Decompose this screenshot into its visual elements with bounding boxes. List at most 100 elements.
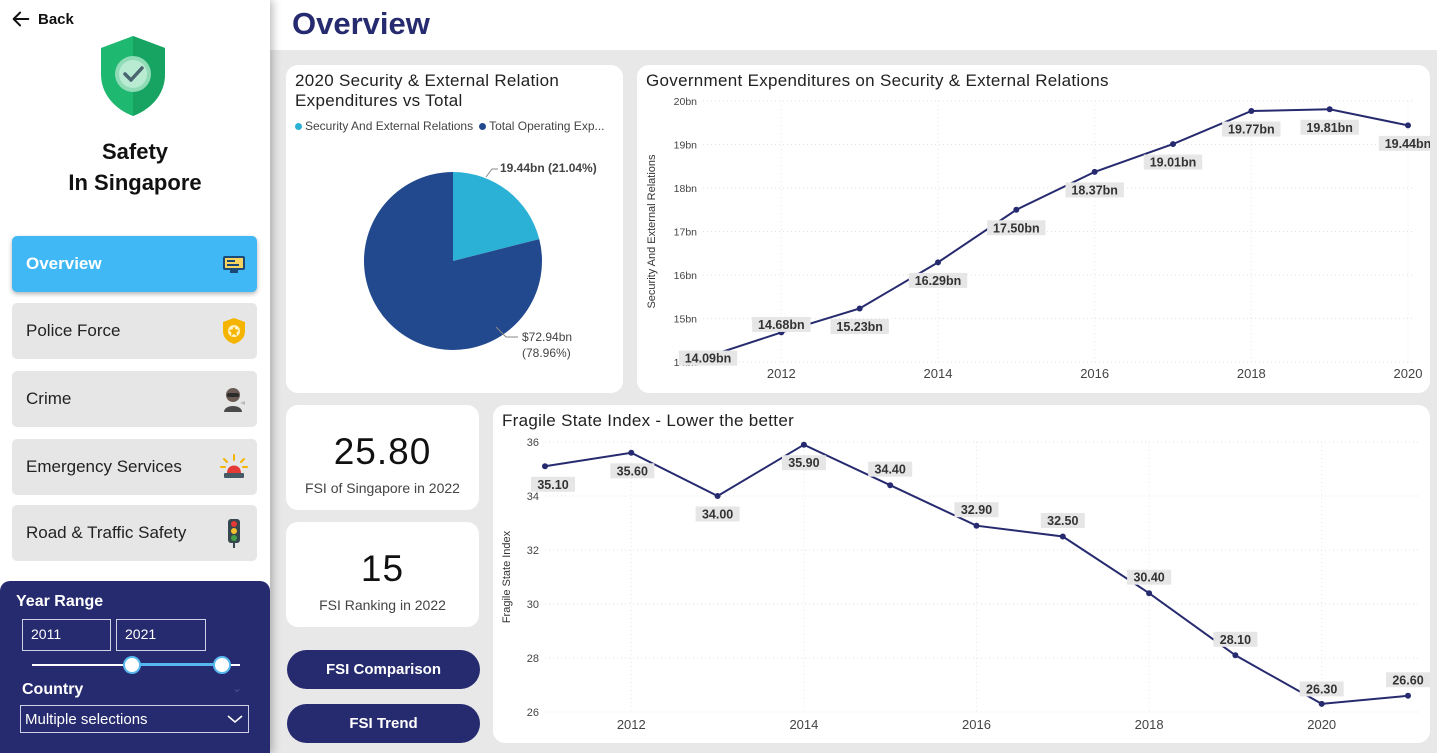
fsi-trend-button[interactable]: FSI Trend <box>287 704 480 743</box>
y-tick-label: 18bn <box>674 183 698 195</box>
data-label-bg <box>1065 182 1124 198</box>
data-label-bg <box>695 506 740 522</box>
data-label-bg <box>954 502 999 518</box>
chevron-down-icon <box>227 715 243 724</box>
data-point[interactable] <box>1059 533 1066 540</box>
x-tick-label: 2014 <box>789 717 818 732</box>
fsi-comparison-button[interactable]: FSI Comparison <box>287 650 480 689</box>
year-start-input[interactable]: 2011 <box>22 619 111 651</box>
y-tick-label: 32 <box>527 545 539 557</box>
data-label: 16.29bn <box>915 274 962 288</box>
data-label-bg <box>531 476 575 492</box>
sidebar: Back Safety In Singapore Overview Police… <box>0 0 270 753</box>
data-label: 14.09bn <box>685 352 732 366</box>
data-point[interactable] <box>800 441 807 448</box>
year-slider-start-thumb[interactable] <box>123 656 141 674</box>
x-tick-label: 2020 <box>1394 366 1423 381</box>
main-content: Overview 2020 Security & External Relati… <box>270 0 1437 753</box>
data-point[interactable] <box>714 493 721 499</box>
year-end-input[interactable]: 2021 <box>116 619 206 651</box>
data-point[interactable] <box>628 449 635 456</box>
data-point[interactable] <box>1146 590 1153 597</box>
shield-check-icon <box>101 36 165 116</box>
data-label-bg <box>1143 154 1203 170</box>
data-point[interactable] <box>1326 106 1333 113</box>
back-button[interactable]: Back <box>10 8 74 30</box>
x-tick-label: 2014 <box>924 366 953 381</box>
data-point[interactable] <box>1091 168 1098 175</box>
data-label-bg <box>1378 135 1430 151</box>
pie-data-label-1a: $72.94bn <box>522 330 572 344</box>
nav-road-traffic-safety[interactable]: Road & Traffic Safety <box>12 505 257 561</box>
data-point[interactable] <box>1170 141 1176 148</box>
y-tick-label: 36 <box>527 437 539 449</box>
x-tick-label: 2012 <box>767 366 796 381</box>
country-label: Country <box>22 681 84 698</box>
chevron-down-icon[interactable]: ⌄ <box>232 681 243 695</box>
data-label: 30.40 <box>1133 571 1164 585</box>
nav-overview-label: Overview <box>26 254 102 273</box>
x-tick-label: 2016 <box>962 717 991 732</box>
monitor-icon <box>219 249 249 279</box>
data-point[interactable] <box>1318 700 1325 707</box>
legend-item-security[interactable]: Security And External Relations <box>295 119 473 133</box>
data-point[interactable] <box>856 305 863 312</box>
data-point[interactable] <box>1232 652 1239 659</box>
nav-crime[interactable]: Crime <box>12 371 257 427</box>
year-slider-end-thumb[interactable] <box>213 656 231 674</box>
data-label-bg <box>1300 119 1359 135</box>
y-tick-label: 16bn <box>674 270 698 282</box>
data-point[interactable] <box>1013 206 1020 213</box>
police-badge-icon <box>219 316 249 346</box>
expenditure-chart-title: Government Expenditures on Security & Ex… <box>646 71 1109 90</box>
data-label: 28.10 <box>1220 633 1251 647</box>
nav-emergency-services[interactable]: Emergency Services <box>12 439 257 495</box>
kpi-fsi-ranking-value: 15 <box>360 548 405 589</box>
back-label: Back <box>38 10 74 28</box>
data-point[interactable] <box>1248 108 1255 115</box>
data-point[interactable] <box>1405 692 1411 699</box>
x-tick-label: 2018 <box>1237 366 1266 381</box>
data-label-bg <box>830 318 889 334</box>
data-point[interactable] <box>542 463 548 470</box>
x-tick-label: 2020 <box>1307 717 1336 732</box>
x-tick-label: 2012 <box>617 717 646 732</box>
data-label: 19.81bn <box>1306 121 1353 135</box>
country-select-value: Multiple selections <box>25 710 148 728</box>
data-label-bg <box>1299 681 1344 697</box>
page-header: Overview <box>270 0 1437 50</box>
nav-crime-label: Crime <box>26 389 72 408</box>
data-label: 35.90 <box>788 456 819 470</box>
data-point[interactable] <box>1405 122 1411 129</box>
kpi-fsi-score-value: 25.80 <box>333 431 432 472</box>
data-label-bg <box>1127 569 1172 585</box>
data-label-bg <box>868 461 913 477</box>
country-select[interactable]: Multiple selections <box>20 705 249 733</box>
data-point[interactable] <box>935 259 941 266</box>
pie-slice-0[interactable] <box>453 172 540 261</box>
data-label-bg <box>1222 121 1281 137</box>
y-tick-label: 17bn <box>674 227 698 239</box>
data-label: 18.37bn <box>1071 183 1118 197</box>
data-point[interactable] <box>887 482 894 489</box>
nav-overview[interactable]: Overview <box>12 236 257 292</box>
data-label: 19.44bn <box>1385 137 1430 151</box>
data-label: 19.01bn <box>1150 156 1197 170</box>
fsi-chart-title: Fragile State Index - Lower the better <box>502 411 795 430</box>
data-label-bg <box>1040 513 1085 528</box>
data-label: 32.50 <box>1047 514 1078 528</box>
nav-police-force[interactable]: Police Force <box>12 303 257 359</box>
year-range-label: Year Range <box>16 593 104 610</box>
y-tick-label: 30 <box>527 599 539 611</box>
x-tick-label: 2018 <box>1135 717 1164 732</box>
data-point[interactable] <box>973 522 980 529</box>
y-tick-label: 20bn <box>674 96 698 108</box>
legend-item-total[interactable]: Total Operating Exp... <box>479 119 605 133</box>
pie-slice-1[interactable] <box>364 172 542 350</box>
data-label-bg <box>678 350 738 366</box>
y-tick-label: 15bn <box>674 314 698 326</box>
y-axis-label: Fragile State Index <box>501 530 513 623</box>
criminal-icon <box>219 384 249 414</box>
y-tick-label: 26 <box>527 707 539 719</box>
data-label: 26.30 <box>1306 682 1337 696</box>
